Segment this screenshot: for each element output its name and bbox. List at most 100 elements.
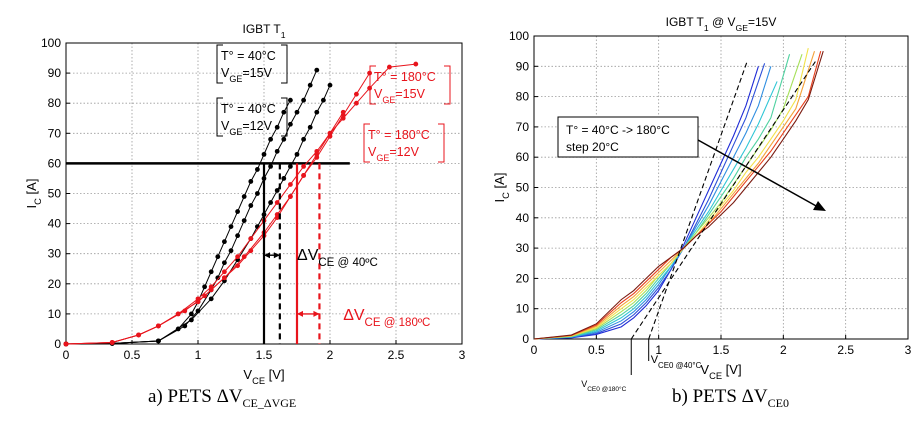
chart-b-vce0-40-label: VCE0 @40°C [651,354,702,370]
chart-a-point [301,164,306,169]
chart-a-point [241,254,247,260]
caption-a-subscript: CE_ΔVGE [242,395,297,410]
chart-a-point [354,100,359,106]
chart-a-point [248,203,254,208]
chart-b-y-tick-label: 40 [516,211,530,225]
chart-a-box-40c-15v-bracket-left [216,44,223,84]
chart-b-y-tick-label: 10 [516,302,530,316]
chart-b-series-line [533,63,766,340]
text-part: @ V [709,15,736,29]
chart-a-point [274,188,280,193]
chart-b-x-tick-label: 0.5 [588,343,605,357]
chart-a-point [222,269,227,275]
chart-a-y-tick-label: 0 [54,337,61,351]
chart-b-series-line [533,50,824,340]
chart-a-point [235,209,241,214]
chart-a-point [215,254,221,260]
chart-a-point [268,200,273,205]
chart-b-temperature-arrow [697,139,819,208]
text-part: T° = 40°C [221,49,276,63]
text-subscript: 1 [704,23,709,33]
chart-b-y-tick-label: 30 [516,241,530,255]
chart-a-point [288,97,293,103]
chart-a-x-tick-label: 1 [195,348,202,362]
chart-a-box-180c-12v-line2: VGE=12V [368,145,420,163]
chart-a-delta40-arrow-head-right [273,252,280,259]
chart-a-point [314,109,320,115]
chart-a-point [63,341,69,347]
chart-b-y-tick-label: 60 [516,150,530,164]
chart-a-x-tick-label: 1.5 [256,348,273,362]
text-subscript: GE [736,23,749,33]
chart-b-x-tick-label: 1.5 [713,343,730,357]
chart-b-y-axis-label: IC [A] [492,173,511,203]
caption-a-text: a) PETS ΔV [148,386,243,407]
text-part: V [243,367,252,382]
caption-a: a) PETS ΔVCE_ΔVGE [148,386,296,411]
chart-a-point [274,212,280,217]
chart-a-point [202,284,208,290]
chart-a-point [301,173,306,178]
text-subscript: CE0 @180°C [587,385,626,393]
chart-a-x-tick-label: 0 [63,348,70,362]
chart-a-point [413,61,419,67]
chart-a-x-axis-label: VCE [V] [243,367,284,386]
chart-a-point [340,109,346,115]
chart-a-box-180c-12v-line1: T° = 180°C [368,128,430,142]
chart-a-point [255,191,260,196]
text-part: [V] [265,367,285,382]
chart-b-x-tick-label: 3 [905,343,911,357]
chart-a-point [274,200,280,205]
chart-a-series-line [65,99,291,345]
chart-a-point [321,97,326,103]
text-subscript: C [33,198,43,205]
text-part: =12V [389,145,419,159]
chart-a-point [268,136,273,142]
chart-a-point [288,182,293,187]
chart-a-point [109,340,115,345]
text-subscript: GE [229,127,242,137]
text-subscript: C [501,192,511,199]
chart-a-point [274,148,280,154]
text-part: IGBT T [666,15,705,29]
chart-a-point [294,151,300,157]
chart-a-y-tick-label: 90 [48,66,62,80]
chart-b-series-line [533,50,816,340]
chart-a-point [288,194,293,199]
text-part: ΔV [343,307,365,324]
text-part: V [700,362,709,377]
chart-a-y-tick-label: 60 [48,156,62,170]
chart-a-point [261,151,267,157]
chart-a-point [281,136,287,142]
chart-b-x-tick-label: 1 [655,343,662,357]
chart-b-box-line1: T° = 40°C -> 180°C [566,123,670,137]
chart-a-point [288,164,293,169]
text-subscript: GE [376,153,389,163]
chart-b-series-line [533,51,822,340]
text-part: =12V [242,119,272,133]
chart-a-y-axis-label: IC [A] [24,179,43,209]
chart-a-point [294,109,300,115]
chart-a-x-tick-label: 3 [459,348,466,362]
text-part: [V] [722,362,742,377]
chart-b-y-tick-label: 80 [516,90,530,104]
chart-a-point [268,164,273,169]
chart-a-point [156,323,161,329]
chart-a-point [208,269,214,275]
text-part: =15V [242,66,272,80]
chart-a-point [235,233,241,239]
chart-a-box-40c-12v-bracket-left [216,97,223,137]
chart-a-point [189,317,194,323]
chart-a-point [228,224,234,230]
text-part: T° = 40°C -> 180°C [566,123,670,137]
text-part: V [221,66,230,80]
chart-a-delta40-arrow-head-left [264,252,270,259]
chart-a-point [327,82,333,88]
chart-a-point [222,260,227,266]
chart-a-y-tick-label: 10 [48,307,62,321]
chart-a-box-40c-12v-bracket-right [281,97,288,137]
chart-a-y-tick-label: 80 [48,96,62,110]
text-part: V [368,145,377,159]
